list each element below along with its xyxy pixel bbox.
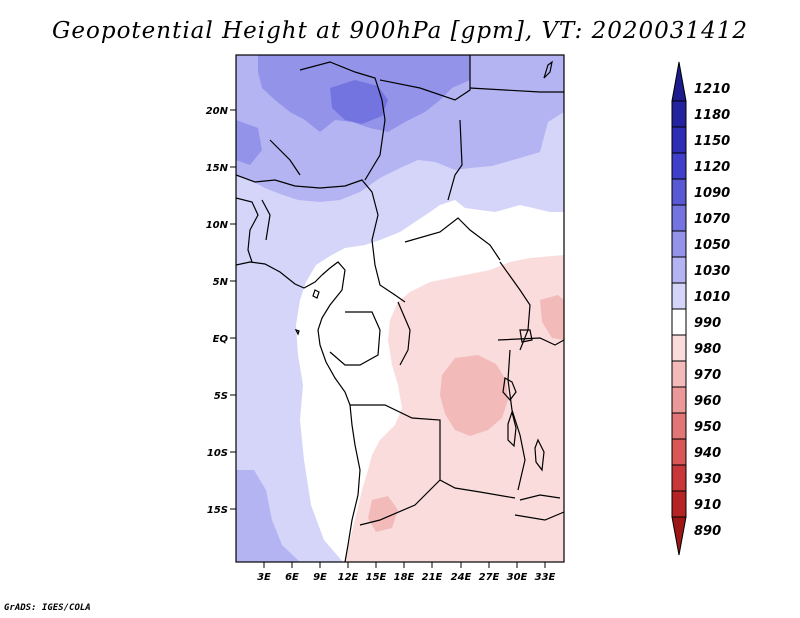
field-970-region-east [540,295,564,340]
coastlines-borders [236,55,564,562]
lon-label: 3E [257,572,271,583]
lon-label: 33E [535,572,556,583]
lat-label: 15S [207,505,228,516]
colorbar-label: 940 [694,446,721,461]
lat-label: 10S [207,448,228,459]
colorbar-swatch [671,464,687,492]
field-970-region [440,355,508,436]
colorbar-swatch [671,490,687,518]
lon-label: 12E [338,572,359,583]
colorbar-swatch [671,100,687,128]
lat-label: 10N [206,220,229,231]
colorbar-swatch [671,178,687,206]
colorbar: 1210 1180 1150 1120 1090 1070 1050 1030 1010 990 9… [671,61,730,556]
colorbar-swatch [671,230,687,258]
colorbar-swatch [671,386,687,414]
latitude-axis: 20N 15N 10N 5N EQ 5S 10S 15S [206,106,236,516]
lat-label: 15N [206,163,229,174]
colorbar-swatch [671,204,687,232]
colorbar-swatch [671,256,687,284]
colorbar-swatch [671,61,687,102]
colorbar-label: 1090 [694,186,730,201]
colorbar-swatch [671,412,687,440]
colorbar-label: 1120 [694,160,730,175]
lon-label: 24E [451,572,472,583]
colorbar-label: 1010 [694,290,730,305]
field-970-region-south [368,496,398,532]
colorbar-swatch [671,360,687,388]
lon-label: 30E [507,572,528,583]
colorbar-label: 1180 [694,108,730,123]
lat-label: EQ [213,334,229,345]
map-area [236,55,564,562]
field-1030-region-southwest [236,470,300,562]
colorbar-label: 970 [694,368,721,383]
lon-label: 15E [366,572,387,583]
colorbar-label: 980 [694,342,721,357]
colorbar-label: 1150 [694,134,730,149]
lon-label: 27E [479,572,500,583]
colorbar-label: 990 [694,316,721,331]
map-title: Geopotential Height at 900hPa [gpm], VT:… [52,18,748,44]
colorbar-swatch [671,334,687,362]
colorbar-label: 1030 [694,264,730,279]
colorbar-swatch [671,282,687,310]
lon-label: 21E [422,572,443,583]
colorbar-label: 930 [694,472,721,487]
colorbar-label: 910 [694,498,721,513]
colorbar-label: 950 [694,420,721,435]
colorbar-label: 890 [694,524,721,539]
lat-label: 5N [213,277,229,288]
lon-label: 18E [394,572,415,583]
colorbar-label: 1210 [694,82,730,97]
lon-label: 9E [313,572,327,583]
lat-label: 5S [214,391,228,402]
colorbar-label: 960 [694,394,721,409]
colorbar-label: 1050 [694,238,730,253]
colorbar-swatch [671,438,687,466]
longitude-axis: 3E 6E 9E 12E 15E 18E 21E 24E 27E 30E 33E [257,562,556,583]
field-1070-region [330,80,388,124]
grads-credit: GrADS: IGES/COLA [4,603,91,613]
lat-label: 20N [206,106,229,117]
lon-label: 6E [285,572,299,583]
colorbar-swatch [671,126,687,154]
map-frame [235,54,565,563]
colorbar-label: 1070 [694,212,730,227]
colorbar-swatch [671,516,687,556]
colorbar-swatch [671,152,687,180]
field-1050-region-west [236,120,262,165]
colorbar-swatch [671,308,687,336]
